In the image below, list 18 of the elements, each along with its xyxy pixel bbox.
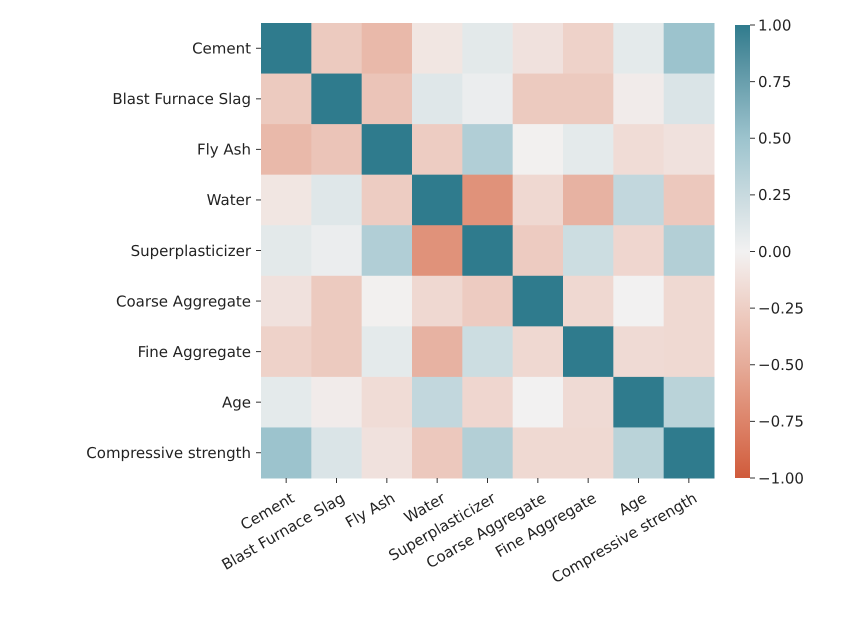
y-tick-label: Fine Aggregate [138,342,251,361]
color-bar-label: 0.25 [758,186,792,204]
color-bar-label: 0.50 [758,130,792,148]
color-bar-label: −1.00 [758,469,804,488]
y-tick-label: Fly Ash [196,140,251,159]
color-bar-label: 1.00 [758,16,792,34]
color-bar-label: 0.75 [758,72,792,91]
y-tick-label: Superplasticizer [130,242,252,260]
color-bar-label: −0.25 [758,299,804,318]
y-tick-label: Water [206,191,252,210]
y-tick-label: Compressive strength [86,444,251,462]
y-tick-label: Blast Furnace Slag [112,90,251,108]
color-bar-label: −0.50 [758,356,804,374]
y-tick-label: Age [222,393,251,412]
y-tick-label: Coarse Aggregate [116,292,251,310]
y-tick-label: Cement [192,40,252,58]
color-bar-label: 0.00 [758,242,792,261]
color-bar-label: −0.75 [758,412,804,431]
